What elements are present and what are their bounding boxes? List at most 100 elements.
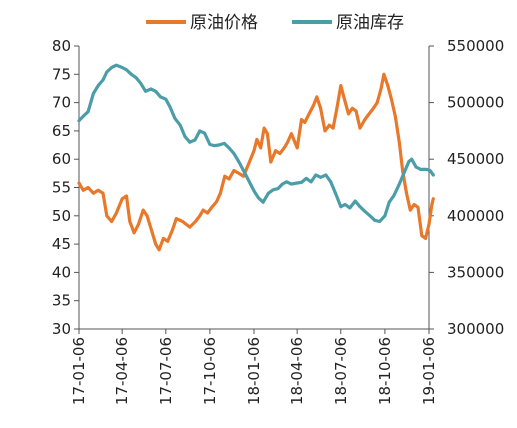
oil-price-point (431, 197, 435, 201)
oil-inventory-point (285, 180, 288, 184)
oil-price-point (150, 228, 153, 232)
oil-inventory-point (353, 199, 357, 203)
oil-inventory-point (232, 152, 236, 155)
oil-inventory-point (256, 196, 260, 200)
oil-price-point (223, 174, 227, 178)
oil-price-point (363, 118, 367, 121)
oil-inventory-point (252, 189, 256, 193)
oil-price-point (319, 106, 322, 110)
axes: 30 35 40 45 50 55 60 65 70 75 80 300000 350000 400000… (52, 37, 504, 405)
oil-price-point (397, 140, 401, 144)
oil-price-point (81, 188, 85, 192)
x-axis-tick-label: 17-04-06 (113, 337, 131, 405)
oil-price-point (110, 220, 113, 223)
oil-price-point (86, 186, 90, 189)
oil-inventory-point (373, 218, 377, 222)
oil-inventory-point (343, 203, 347, 206)
oil-price-point (382, 72, 386, 76)
left-axis-tick-label: 40 (52, 263, 71, 281)
oil-inventory-point (419, 168, 423, 171)
oil-inventory-point (168, 105, 172, 109)
oil-price-point (232, 169, 236, 172)
oil-inventory-point (383, 214, 387, 218)
left-axis-tick-label: 80 (52, 37, 71, 55)
oil-price-point (375, 101, 379, 104)
x-axis-tick-label: 18-07-06 (332, 337, 350, 405)
oil-price-point (215, 200, 219, 204)
oil-price-point (269, 160, 273, 164)
oil-price-point (262, 126, 266, 130)
oil-price-point (354, 109, 358, 113)
oil-inventory-point (125, 68, 128, 72)
oil-price-point (323, 129, 327, 133)
x-axis-tick-label: 18-01-06 (245, 337, 263, 405)
oil-inventory-point (309, 180, 313, 184)
oil-inventory-point (267, 191, 270, 195)
oil-price-point (420, 234, 424, 238)
oil-price-point (174, 217, 178, 221)
left-axis-tick-label: 65 (52, 122, 71, 140)
oil-price-point (92, 191, 95, 195)
oil-inventory-point (198, 129, 202, 133)
oil-price-point (252, 149, 256, 153)
left-axis-tick-label: 55 (52, 179, 71, 197)
oil-price-line (77, 72, 435, 252)
oil-inventory-point (261, 200, 265, 204)
oil-inventory-point (358, 205, 362, 209)
oil-price-point (416, 205, 420, 209)
oil-inventory-point (81, 114, 85, 118)
oil-price-point (300, 118, 303, 121)
oil-price-point (282, 146, 286, 150)
left-axis-tick-label: 75 (52, 65, 71, 83)
right-axis-tick-label: 500000 (447, 94, 504, 112)
oil-inventory-point (154, 89, 158, 93)
oil-inventory-point (300, 181, 303, 184)
oil-price-point (358, 126, 362, 130)
oil-price-point (386, 84, 390, 87)
oil-price-point (77, 181, 81, 185)
oil-price-point (157, 248, 161, 252)
oil-price-point (132, 231, 136, 235)
oil-inventory-point (188, 140, 192, 144)
oil-price-point (101, 191, 105, 195)
oil-inventory-point (173, 117, 177, 120)
oil-price-point (242, 174, 245, 178)
oil-inventory-point (329, 180, 333, 184)
oil-inventory-point (414, 165, 418, 169)
right-axis-tick-label: 400000 (447, 207, 504, 225)
legend-label-oil-inventory: 原油库存 (336, 13, 404, 33)
oil-inventory-point (208, 143, 212, 146)
oil-inventory-point (339, 205, 343, 209)
oil-price-point (372, 106, 375, 110)
oil-price-point (171, 228, 174, 232)
oil-price-point (166, 239, 170, 243)
oil-inventory-point (290, 182, 293, 186)
oil-price-point (198, 214, 202, 218)
right-axis-tick-label: 300000 (447, 320, 504, 338)
oil-inventory-point (410, 157, 414, 161)
oil-inventory-point (378, 220, 381, 223)
oil-inventory-point (431, 173, 435, 177)
x-axis-tick-label: 19-01-06 (420, 337, 438, 405)
oil-price-point (96, 188, 100, 192)
left-axis-tick-label: 45 (52, 235, 71, 253)
oil-price-point (237, 171, 241, 175)
oil-inventory-point (129, 72, 133, 76)
oil-price-point (162, 237, 165, 240)
oil-price-point (181, 220, 185, 223)
oil-price-point (343, 98, 346, 102)
oil-price-point (194, 220, 197, 223)
oil-price-point (295, 146, 299, 150)
oil-inventory-point (77, 119, 81, 123)
oil-price-point (266, 132, 269, 136)
right-axis-tick-label: 350000 (447, 263, 504, 281)
oil-inventory-point (227, 146, 231, 150)
oil-price-point (125, 194, 128, 198)
oil-inventory-point (178, 123, 182, 127)
legend: 原油价格 原油库存 (146, 13, 404, 33)
oil-price-point (286, 140, 289, 144)
oil-inventory-point (348, 206, 352, 210)
right-axis-tick-label: 550000 (447, 37, 504, 55)
oil-inventory-point (314, 173, 318, 177)
